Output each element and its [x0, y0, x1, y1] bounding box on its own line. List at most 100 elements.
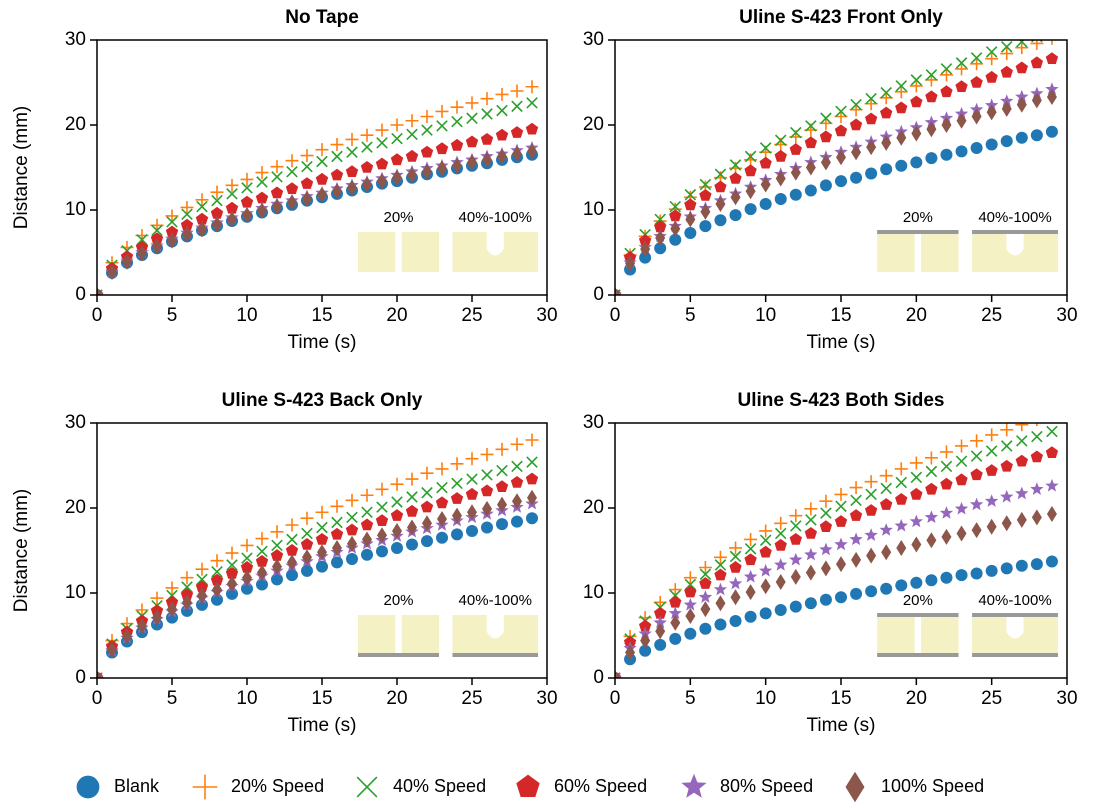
- marker-pentagon: [210, 573, 224, 586]
- marker-plus: [955, 62, 969, 76]
- y-tick-label: 0: [593, 284, 604, 305]
- marker-x: [714, 168, 727, 181]
- marker-diamond: [407, 167, 417, 184]
- marker-diamond: [167, 601, 177, 618]
- marker-x: [466, 112, 478, 124]
- marker-plus: [698, 561, 712, 574]
- marker-star: [819, 542, 833, 556]
- marker-x: [211, 565, 223, 578]
- marker-pentagon: [360, 518, 374, 531]
- marker-pentagon: [375, 157, 389, 170]
- marker-diamond: [137, 618, 147, 635]
- x-tick-label: 10: [236, 688, 257, 709]
- marker-star: [1000, 489, 1014, 503]
- marker-diamond: [527, 489, 537, 506]
- marker-x: [181, 208, 193, 221]
- marker-star: [713, 582, 728, 596]
- marker-star: [879, 523, 893, 536]
- marker-plus: [789, 509, 803, 523]
- marker-pentagon: [940, 85, 953, 98]
- marker-x: [436, 120, 448, 132]
- marker-x: [511, 100, 523, 113]
- marker-circle: [1015, 559, 1028, 572]
- marker-x: [865, 92, 877, 105]
- marker-diamond: [911, 125, 922, 142]
- marker-circle: [865, 167, 878, 180]
- marker-diamond: [1031, 509, 1042, 526]
- marker-diamond: [272, 198, 282, 215]
- marker-plus: [420, 110, 434, 123]
- x-tick-label: 15: [311, 688, 332, 709]
- marker-circle: [496, 518, 508, 531]
- marker-x: [256, 176, 268, 188]
- marker-pentagon: [240, 561, 254, 573]
- marker-pentagon: [849, 509, 863, 521]
- marker-diamond: [845, 771, 865, 803]
- marker-x: [805, 120, 817, 132]
- inset-notch: [1006, 232, 1024, 256]
- marker-diamond: [362, 176, 372, 193]
- marker-pentagon: [420, 145, 434, 158]
- marker-star: [849, 532, 863, 546]
- marker-diamond: [512, 145, 522, 162]
- marker-pentagon: [985, 464, 998, 476]
- marker-plus: [729, 541, 743, 555]
- marker-pentagon: [910, 95, 923, 108]
- marker-x: [271, 539, 283, 552]
- marker-pentagon: [240, 195, 254, 208]
- marker-diamond: [866, 547, 877, 564]
- marker-x: [835, 500, 847, 513]
- marker-diamond: [392, 522, 402, 539]
- marker-x: [256, 545, 268, 558]
- marker-pentagon: [639, 234, 652, 246]
- marker-circle: [940, 148, 953, 161]
- marker-star: [681, 773, 707, 798]
- marker-diamond: [97, 287, 102, 295]
- marker-plus: [759, 524, 773, 538]
- marker-x: [1016, 435, 1028, 447]
- marker-pentagon: [880, 498, 893, 510]
- marker-plus: [225, 178, 239, 192]
- marker-pentagon: [639, 619, 652, 632]
- marker-plus: [819, 494, 833, 508]
- marker-plus: [225, 546, 239, 560]
- marker-pentagon: [669, 595, 682, 608]
- marker-plus: [909, 79, 923, 93]
- marker-x: [970, 450, 983, 462]
- marker-x: [346, 146, 358, 158]
- marker-pentagon: [345, 523, 359, 536]
- marker-plus: [1000, 423, 1014, 437]
- marker-pentagon: [300, 177, 314, 189]
- marker-pentagon: [165, 225, 179, 238]
- tape: [972, 613, 1058, 617]
- marker-circle: [406, 538, 418, 551]
- marker-diamond: [715, 196, 726, 213]
- marker-x: [436, 481, 448, 494]
- marker-plus: [864, 475, 878, 489]
- marker-plus: [1051, 40, 1053, 45]
- marker-circle: [925, 574, 938, 587]
- marker-pentagon: [669, 209, 682, 222]
- marker-star: [909, 514, 923, 528]
- marker-diamond: [685, 607, 696, 624]
- chart-title: Uline S-423 Back Only: [222, 390, 423, 411]
- marker-x: [729, 159, 742, 171]
- marker-pentagon: [315, 172, 329, 185]
- marker-pentagon: [955, 80, 968, 92]
- marker-diamond: [640, 241, 651, 258]
- x-tick-label: 5: [685, 305, 696, 326]
- marker-diamond: [700, 601, 711, 618]
- marker-circle: [669, 233, 682, 246]
- marker-pentagon: [774, 538, 787, 551]
- marker-x: [654, 213, 666, 226]
- marker-diamond: [926, 532, 937, 549]
- marker-plus: [255, 166, 269, 180]
- marker-circle: [684, 627, 697, 640]
- marker-diamond: [467, 504, 477, 521]
- marker-star: [759, 563, 773, 577]
- marker-diamond: [377, 527, 387, 544]
- marker-circle: [910, 156, 923, 169]
- axes-frame: [614, 39, 1068, 296]
- marker-diamond: [956, 112, 967, 129]
- marker-x: [880, 86, 892, 99]
